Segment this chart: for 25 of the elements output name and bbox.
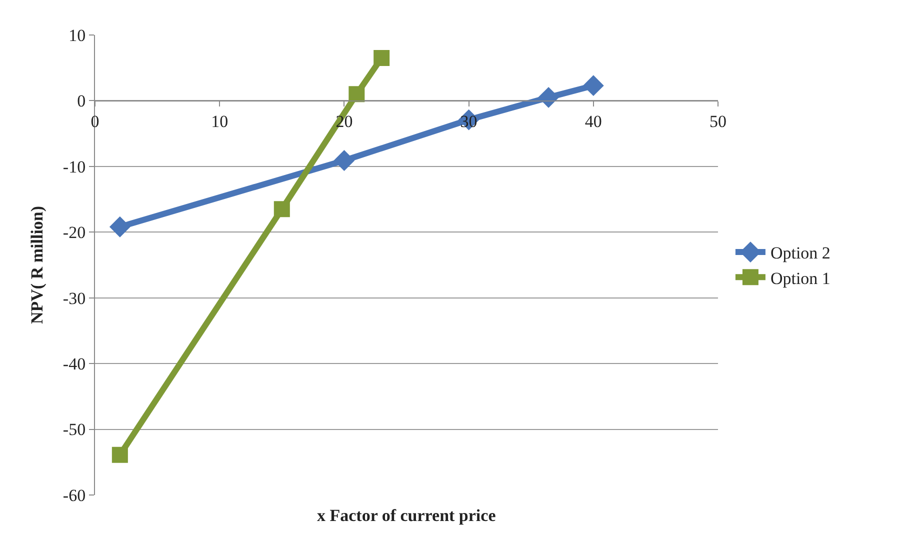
point <box>348 86 365 102</box>
x-tick-label: 50 <box>710 112 726 132</box>
y-tick-label: -60 <box>62 486 86 505</box>
point <box>538 87 559 108</box>
point <box>583 75 604 96</box>
y-tick-label: -10 <box>62 157 86 176</box>
x-tick-label: 40 <box>584 112 602 132</box>
legend-label: Option 2 <box>770 244 830 263</box>
point <box>374 50 390 66</box>
y-tick-label: -50 <box>62 420 86 440</box>
y-tick-label: 0 <box>77 92 86 111</box>
x-tick-label: 30 <box>460 112 478 132</box>
y-tick-label: -30 <box>62 288 86 308</box>
point <box>112 446 128 463</box>
y-axis-title: NPV( R million) <box>27 206 46 324</box>
point <box>110 216 130 238</box>
point <box>334 150 354 171</box>
legend-label: Option 1 <box>770 268 830 288</box>
y-tick-label: 10 <box>68 26 86 45</box>
x-axis-title: x Factor of current price <box>317 506 496 525</box>
x-tick-label: 0 <box>90 112 100 132</box>
y-tick-label: -40 <box>62 354 86 374</box>
x-tick-label: 10 <box>211 112 228 132</box>
y-tick-label: -20 <box>62 223 86 242</box>
point <box>274 201 290 218</box>
